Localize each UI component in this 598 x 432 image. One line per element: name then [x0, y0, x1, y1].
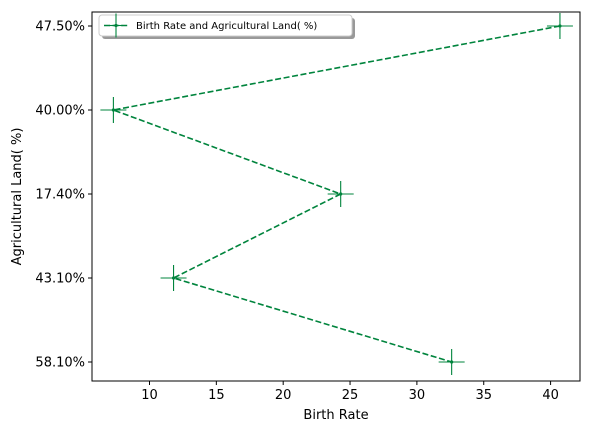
- data-point: [100, 97, 127, 123]
- legend-marker-dot: [114, 23, 118, 28]
- y-axis-label: Agricultural Land( %): [10, 128, 25, 266]
- data-point: [546, 13, 573, 39]
- marker-dot: [171, 276, 176, 280]
- data-point: [327, 181, 354, 207]
- legend-box: [98, 14, 353, 37]
- y-tick-label: 40.00%: [35, 104, 85, 119]
- y-tick-label: 43.10%: [35, 272, 85, 287]
- x-axis-label: Birth Rate: [303, 408, 368, 423]
- marker-dot: [450, 360, 454, 364]
- legend: Birth Rate and Agricultural Land( %): [98, 13, 355, 39]
- legend-entry-label: Birth Rate and Agricultural Land( %): [136, 21, 317, 32]
- y-tick-label: 58.10%: [35, 356, 85, 371]
- plot-area: [91, 11, 581, 382]
- x-tick-label: 10: [141, 388, 158, 403]
- y-tick-label: 47.50%: [35, 20, 85, 35]
- x-tick-label: 25: [342, 388, 359, 403]
- marker-dot: [558, 24, 562, 28]
- marker-dot: [111, 108, 115, 112]
- y-tick-label: 17.40%: [35, 188, 85, 203]
- x-tick-label: 15: [208, 388, 225, 403]
- marker-dot: [339, 192, 343, 196]
- data-point: [438, 349, 465, 375]
- series-layer: [100, 13, 573, 375]
- x-axis: 10 15 20 25 30 35 40: [141, 381, 559, 403]
- x-tick-label: 30: [409, 388, 426, 403]
- x-tick-label: 20: [275, 388, 292, 403]
- x-tick-label: 35: [475, 388, 492, 403]
- x-tick-label: 40: [542, 388, 559, 403]
- data-point: [160, 265, 187, 291]
- plot-frame: [91, 11, 581, 382]
- y-axis: 58.10% 43.10% 17.40% 40.00% 47.50%: [35, 20, 92, 371]
- legend-key: [104, 13, 128, 38]
